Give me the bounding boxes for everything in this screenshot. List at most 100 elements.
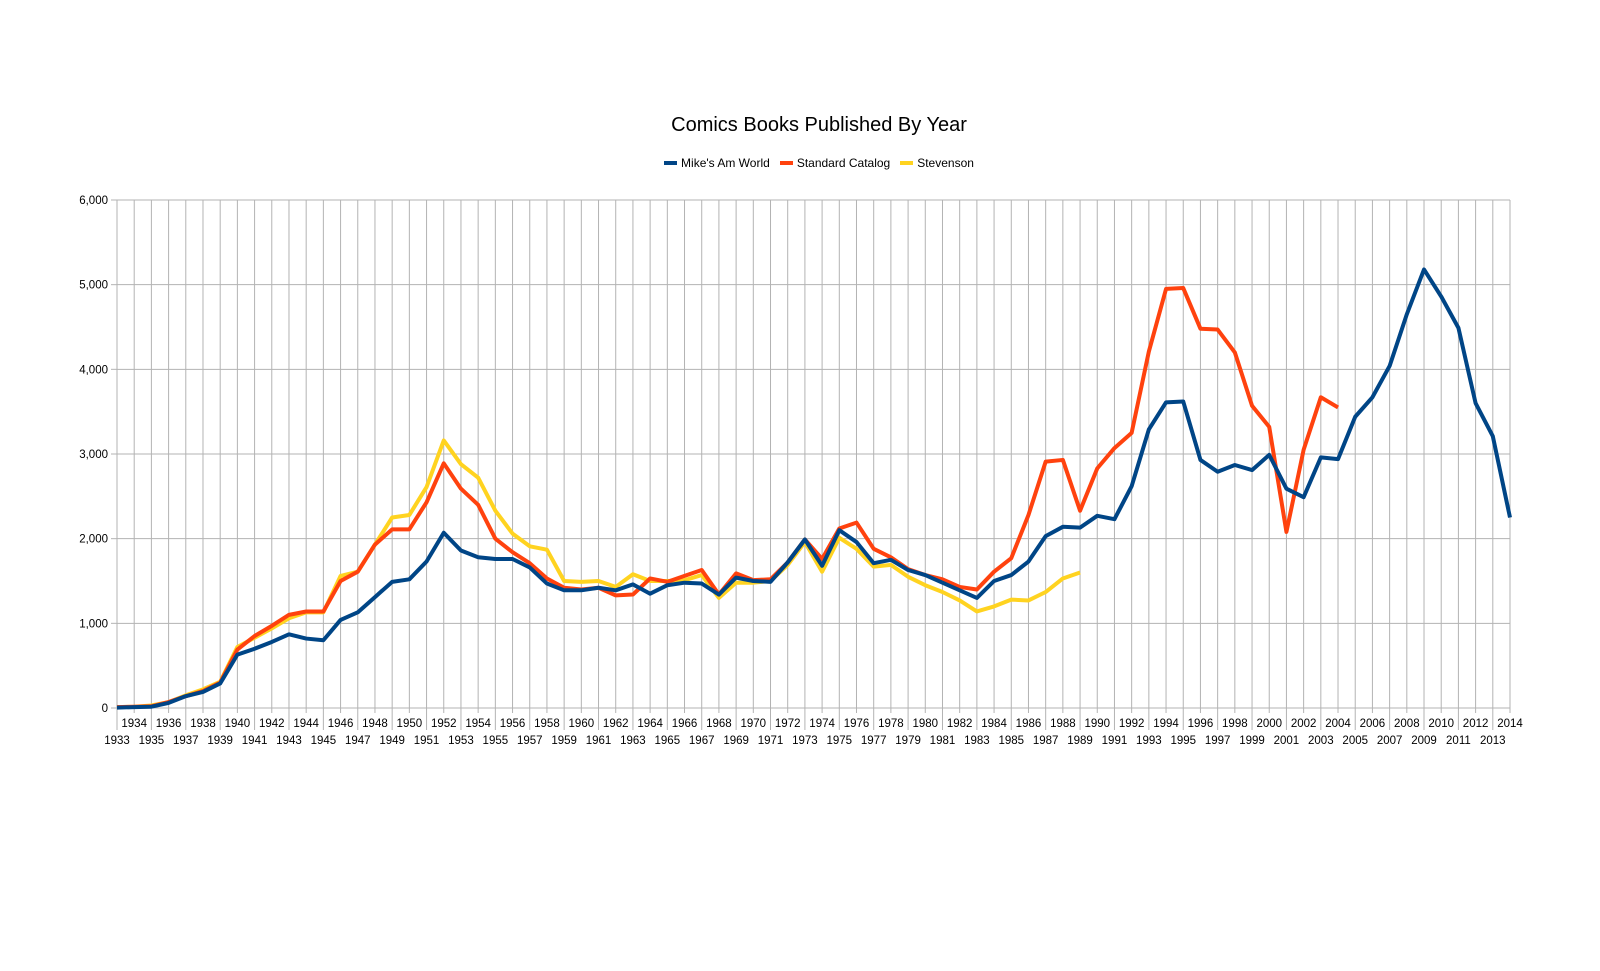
data-point-standard-catalog [270, 624, 274, 628]
data-point-standard-catalog [1336, 405, 1340, 409]
x-tick-label: 2004 [1325, 718, 1351, 730]
x-tick-label: 1976 [844, 718, 870, 730]
x-tick-label: 1999 [1239, 735, 1265, 747]
x-tick-label: 1982 [947, 718, 973, 730]
y-tick-label: 2,000 [79, 534, 108, 546]
data-point-mike-s-am-world [201, 690, 205, 694]
data-point-standard-catalog [1198, 327, 1202, 331]
x-tick-label: 2011 [1446, 735, 1471, 747]
x-tick-label: 1936 [156, 718, 182, 730]
data-point-standard-catalog [235, 648, 239, 652]
data-point-stevenson [923, 583, 927, 587]
series-line-mike-s-am-world [116, 267, 1512, 710]
data-point-mike-s-am-world [1130, 484, 1134, 488]
x-tick-label: 1987 [1033, 735, 1059, 747]
data-point-standard-catalog [872, 547, 876, 551]
x-tick-label: 1977 [861, 735, 887, 747]
data-point-mike-s-am-world [1164, 400, 1168, 404]
x-tick-label: 1940 [225, 718, 251, 730]
x-tick-label: 2001 [1274, 735, 1300, 747]
data-point-stevenson [390, 516, 394, 520]
data-point-stevenson [442, 438, 446, 442]
data-point-mike-s-am-world [631, 582, 635, 586]
data-point-mike-s-am-world [734, 576, 738, 580]
x-tick-label: 1998 [1222, 718, 1248, 730]
y-tick-label: 0 [102, 703, 108, 715]
x-tick-label: 1965 [655, 735, 681, 747]
data-point-standard-catalog [1147, 350, 1151, 354]
data-point-mike-s-am-world [1491, 434, 1495, 438]
x-tick-label: 1973 [792, 735, 818, 747]
x-tick-label: 1990 [1084, 718, 1110, 730]
x-tick-label: 1996 [1188, 718, 1214, 730]
y-tick-label: 4,000 [79, 364, 108, 376]
x-tick-label: 2002 [1291, 718, 1317, 730]
data-point-standard-catalog [476, 503, 480, 507]
x-tick-label: 1939 [207, 735, 233, 747]
data-point-stevenson [597, 579, 601, 583]
y-tick-label: 5,000 [79, 280, 108, 292]
data-point-standard-catalog [700, 568, 704, 572]
data-point-mike-s-am-world [1370, 395, 1374, 399]
data-point-standard-catalog [1112, 446, 1116, 450]
data-point-mike-s-am-world [872, 561, 876, 565]
x-tick-label: 1989 [1067, 735, 1093, 747]
x-tick-label: 1962 [603, 718, 629, 730]
x-tick-label: 1975 [826, 735, 852, 747]
data-point-mike-s-am-world [1009, 573, 1013, 577]
data-point-mike-s-am-world [889, 558, 893, 562]
data-point-stevenson [958, 598, 962, 602]
data-point-mike-s-am-world [579, 588, 583, 592]
x-tick-label: 1958 [534, 718, 560, 730]
data-point-standard-catalog [1164, 287, 1168, 291]
x-tick-label: 2006 [1360, 718, 1386, 730]
x-tick-label: 1941 [242, 735, 268, 747]
x-tick-label: 1933 [104, 735, 130, 747]
data-point-standard-catalog [683, 574, 687, 578]
data-point-mike-s-am-world [1439, 295, 1443, 299]
data-point-stevenson [1026, 598, 1030, 602]
x-tick-label: 1945 [311, 735, 337, 747]
legend-item-stevenson: Stevenson [900, 156, 974, 170]
x-tick-label: 1978 [878, 718, 904, 730]
data-point-mike-s-am-world [1422, 267, 1426, 271]
data-point-stevenson [511, 532, 515, 536]
x-tick-label: 1957 [517, 735, 543, 747]
data-point-stevenson [820, 570, 824, 574]
data-point-mike-s-am-world [597, 586, 601, 590]
data-point-standard-catalog [648, 576, 652, 580]
data-point-standard-catalog [407, 527, 411, 531]
x-tick-label: 1993 [1136, 735, 1162, 747]
data-point-mike-s-am-world [1216, 470, 1220, 474]
data-point-standard-catalog [1233, 350, 1237, 354]
data-point-mike-s-am-world [1078, 526, 1082, 530]
x-tick-label: 1959 [551, 735, 577, 747]
x-tick-label: 1956 [500, 718, 526, 730]
data-point-stevenson [528, 544, 532, 548]
data-point-standard-catalog [734, 571, 738, 575]
data-point-mike-s-am-world [390, 580, 394, 584]
data-point-mike-s-am-world [1302, 495, 1306, 499]
data-point-mike-s-am-world [683, 581, 687, 585]
x-tick-label: 1954 [465, 718, 491, 730]
data-point-standard-catalog [1267, 425, 1271, 429]
x-tick-label: 1980 [912, 718, 938, 730]
x-tick-label: 2007 [1377, 735, 1403, 747]
data-point-standard-catalog [442, 461, 446, 465]
x-tick-label: 1988 [1050, 718, 1076, 730]
x-tick-label: 2014 [1497, 718, 1523, 730]
x-tick-label: 1942 [259, 718, 285, 730]
data-point-mike-s-am-world [1336, 457, 1340, 461]
data-point-standard-catalog [425, 500, 429, 504]
x-tick-label: 1969 [723, 735, 749, 747]
x-tick-label: 1938 [190, 718, 216, 730]
data-point-standard-catalog [1284, 530, 1288, 534]
data-point-stevenson [407, 513, 411, 517]
x-tick-label: 1991 [1102, 735, 1128, 747]
data-point-standard-catalog [321, 609, 325, 613]
x-tick-label: 1952 [431, 718, 457, 730]
x-tick-label: 1968 [706, 718, 732, 730]
data-point-mike-s-am-world [493, 557, 497, 561]
data-point-stevenson [493, 509, 497, 513]
